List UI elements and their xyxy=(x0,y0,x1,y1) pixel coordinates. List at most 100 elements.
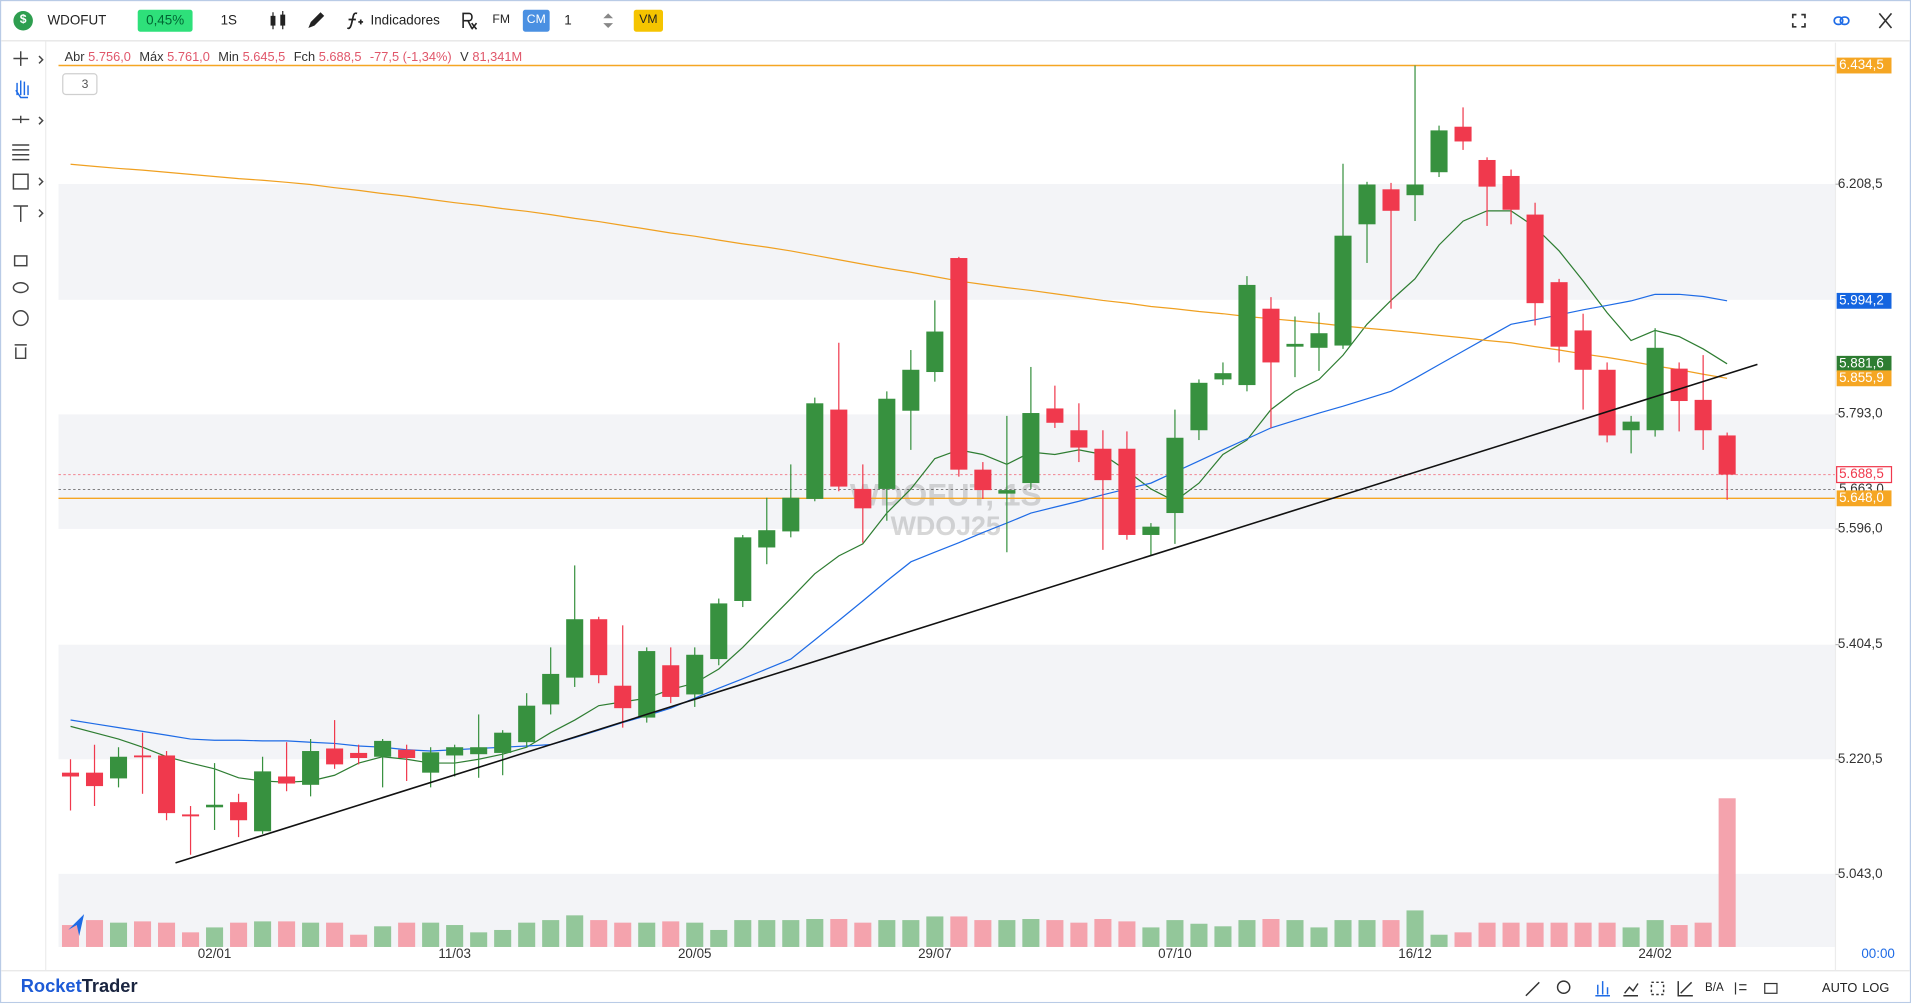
axis-layer: 6.208,5 5.793,0 5.596,0 5.404,5 5.220,5 5.043… xyxy=(198,57,1895,961)
volume-bar xyxy=(950,916,968,947)
volume-bar xyxy=(1718,798,1736,947)
time-label: 00:00 xyxy=(1861,946,1895,961)
volume-bar xyxy=(326,922,344,947)
candle-body xyxy=(1598,369,1616,436)
candle-body xyxy=(1454,126,1472,142)
ohlc-label: Máx xyxy=(139,49,164,65)
lock-tool[interactable] xyxy=(13,255,28,267)
volume-bar xyxy=(1478,922,1496,947)
volume-bar xyxy=(1646,920,1664,947)
symbol[interactable]: WDOFUT xyxy=(47,13,107,29)
auto-button[interactable]: AUTO xyxy=(1822,981,1858,996)
nav-arrow-icon[interactable] xyxy=(68,914,85,936)
volume-bar xyxy=(806,919,824,947)
fm-button[interactable]: FM xyxy=(492,13,510,27)
x-tick-label: 20/05 xyxy=(678,946,712,961)
eye-tool[interactable] xyxy=(12,282,29,294)
volume-bar xyxy=(518,922,536,947)
candle-body xyxy=(1406,184,1424,196)
x-tick-label: 11/03 xyxy=(438,946,471,961)
volume-bar xyxy=(1022,919,1040,947)
volume-bar xyxy=(782,920,800,947)
volume-bar xyxy=(1190,923,1208,947)
shape-tool[interactable] xyxy=(12,173,29,190)
brand: RocketTrader xyxy=(21,976,138,997)
fib-tool[interactable] xyxy=(12,144,30,161)
ma-line xyxy=(70,293,1728,752)
quantity[interactable]: 1 xyxy=(564,13,572,29)
volume-bar xyxy=(974,920,992,947)
candle-body xyxy=(302,751,320,785)
cm-button[interactable]: CM xyxy=(522,9,550,32)
candle-body xyxy=(398,749,416,759)
link-icon[interactable] xyxy=(1833,13,1850,28)
price-tag-box xyxy=(1836,355,1892,372)
y-tick-label: 5.793,0 xyxy=(1838,406,1883,421)
candle-body xyxy=(734,537,752,601)
candle-body xyxy=(1262,308,1280,363)
volume-bar xyxy=(1454,932,1472,947)
hand-tool[interactable] xyxy=(15,80,29,99)
expand-arrows xyxy=(38,55,44,218)
interval[interactable]: 1S xyxy=(220,13,238,29)
function-icon[interactable] xyxy=(346,11,364,31)
candle-type-icon[interactable] xyxy=(268,10,288,31)
volume-bar xyxy=(926,916,944,947)
spinner-icon[interactable] xyxy=(602,12,614,29)
candle-body xyxy=(61,772,80,777)
tool-icons xyxy=(12,51,44,360)
help-tool[interactable] xyxy=(12,310,29,327)
crosshair-tool[interactable] xyxy=(13,51,29,66)
rx-icon[interactable] xyxy=(461,11,478,31)
text-tool[interactable] xyxy=(13,205,29,222)
volume-bar xyxy=(278,921,296,947)
zoom-icon[interactable] xyxy=(1556,980,1571,995)
trash-tool[interactable] xyxy=(14,344,27,360)
footer-icons-2 xyxy=(1734,982,1778,995)
line-icon[interactable] xyxy=(1623,983,1639,997)
fullscreen-icon[interactable] xyxy=(1791,13,1807,28)
log-button[interactable]: LOG xyxy=(1862,981,1890,996)
volume-bar xyxy=(85,920,104,947)
grid-icon[interactable] xyxy=(1650,981,1665,996)
indicators-button[interactable]: Indicadores xyxy=(370,13,440,29)
volume-bar xyxy=(1574,922,1592,947)
ruler-icon[interactable] xyxy=(1525,981,1540,997)
volume-bar xyxy=(134,921,152,947)
left-toolbar xyxy=(1,41,47,971)
candle-body xyxy=(1142,526,1160,535)
book-icon[interactable] xyxy=(1734,982,1747,995)
study-toggle[interactable]: 3 xyxy=(62,73,98,96)
candle-body xyxy=(206,804,224,808)
window-icon[interactable] xyxy=(1764,982,1778,994)
volume-bar xyxy=(1670,925,1688,947)
volume-bar xyxy=(494,929,512,947)
candle-body xyxy=(926,331,944,373)
bars-icon[interactable] xyxy=(1595,981,1610,997)
close-icon[interactable] xyxy=(1878,12,1893,29)
volume-bar xyxy=(1046,920,1064,947)
candle-body xyxy=(109,756,128,779)
volume-bar xyxy=(830,919,848,947)
band xyxy=(58,644,1836,760)
candle-body xyxy=(998,490,1016,494)
volume-bar xyxy=(1502,922,1520,947)
candle-body xyxy=(1574,330,1592,370)
band xyxy=(58,184,1836,300)
ohlc-value: 5.761,0 xyxy=(167,49,210,65)
candle-body xyxy=(230,802,248,821)
scale-icon[interactable] xyxy=(1677,981,1693,997)
x-tick-label: 07/10 xyxy=(1158,946,1192,961)
candle-body xyxy=(1478,159,1496,187)
candle-body xyxy=(494,732,512,753)
price-tag-label: 5.881,6 xyxy=(1839,355,1884,370)
candle-layer xyxy=(61,65,1736,855)
volume-bar xyxy=(374,926,392,947)
draw-icon[interactable] xyxy=(306,11,326,31)
volume-bar xyxy=(1238,920,1256,947)
vm-button[interactable]: VM xyxy=(633,9,663,32)
volume-bar xyxy=(398,922,416,947)
line-tool[interactable] xyxy=(12,115,30,124)
volume-bar xyxy=(566,915,584,947)
ba-button[interactable]: B/A xyxy=(1705,981,1724,995)
